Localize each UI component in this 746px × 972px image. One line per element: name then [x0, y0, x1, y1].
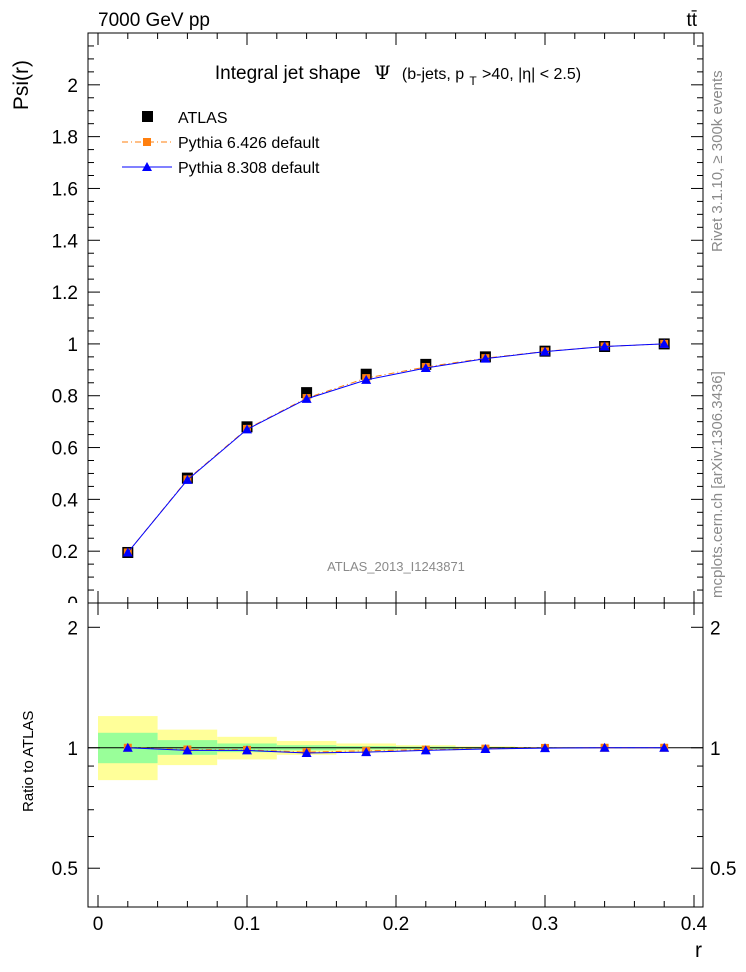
x-tick-label: 0 — [93, 914, 104, 935]
pythia8-point — [599, 341, 610, 351]
legend-atlas-marker — [142, 111, 153, 122]
y-tick-label: 2 — [67, 76, 78, 97]
pythia8-point — [182, 474, 193, 484]
ratio-pythia8-line — [127, 747, 665, 754]
y-tick-label: 0.6 — [52, 439, 78, 460]
y-tick-label: 1.2 — [52, 283, 78, 304]
y-tick-label: 0.8 — [52, 387, 78, 408]
ratio-pythia8-point — [361, 747, 372, 757]
legend: ATLAS Pythia 6.426 default Pythia 8.308 … — [122, 110, 320, 177]
pythia8-point — [480, 353, 491, 363]
legend-pythia8-label: Pythia 8.308 default — [178, 160, 320, 177]
y-tick-label: 1 — [67, 335, 78, 356]
pythia8-point — [420, 363, 431, 373]
pythia8-point — [659, 338, 670, 348]
atlas-point — [301, 387, 313, 399]
ratio-tick-label: 0.5 — [52, 859, 78, 880]
x-tick-label: 0.4 — [681, 914, 708, 935]
main-panel: 0.2 0.4 0.6 0.8 1 1.2 1.4 1.6 1.8 2 0 Psi(r) Integ… — [10, 32, 704, 615]
pythia8-point — [540, 346, 550, 356]
ratio-pythia8-point — [540, 743, 550, 753]
x-tick-label: 0.1 — [234, 914, 260, 935]
ratio-pythia8-point — [599, 742, 610, 752]
ratio-pythia8-point — [301, 748, 312, 758]
main-data-layer — [122, 338, 670, 558]
ratio-panel: 0.5 0.51 12 2 0 0.1 0.2 0.3 0.4 Ratio to ATLAS … — [20, 602, 737, 962]
title-sub: T — [469, 74, 477, 88]
legend-atlas-label: ATLAS — [178, 110, 228, 127]
ratio-pythia8-point — [420, 745, 431, 755]
x-tick-labels: 0 0.1 0.2 0.3 0.4 — [93, 914, 708, 935]
pythia8-point — [242, 424, 252, 434]
y-tick-label: 0.4 — [52, 490, 79, 511]
ratio-tick-label-right: 2 — [710, 618, 721, 639]
pythia8-point — [122, 547, 133, 557]
mcplots-label: mcplots.cern.ch [arXiv:1306.3436] — [709, 371, 726, 598]
title-psi-symbol: Ψ — [374, 62, 391, 84]
y-tick-label: 1.6 — [52, 179, 78, 200]
ratio-axis-ticks — [88, 603, 703, 908]
process-label: tt̄ — [686, 10, 697, 31]
y-tick-label: 1.8 — [52, 128, 78, 149]
ratio-pythia8-point — [480, 743, 491, 753]
title-rest: >40, |η| < 2.5) — [482, 66, 581, 83]
x-tick-label: 0.2 — [383, 914, 409, 935]
energy-label: 7000 GeV pp — [98, 10, 210, 31]
main-y-tick-labels: 0.2 0.4 0.6 0.8 1 1.2 1.4 1.6 1.8 2 0 — [52, 76, 79, 615]
ratio-tick-label: 2 — [67, 618, 78, 639]
y-tick-label-zero: 0 — [67, 594, 78, 615]
rivet-label: Rivet 3.1.10, ≥ 300k events — [709, 70, 726, 252]
ratio-pythia8-point — [659, 742, 670, 752]
y-axis-label: Psi(r) — [10, 60, 33, 110]
x-tick-label: 0.3 — [532, 914, 558, 935]
ratio-data-layer — [122, 742, 670, 758]
y-tick-label: 0.2 — [52, 542, 78, 563]
ratio-tick-label-right: 0.5 — [710, 859, 736, 880]
ratio-tick-label: 1 — [67, 739, 78, 760]
pythia8-line — [127, 343, 665, 553]
title-main: Integral jet shape — [215, 63, 361, 84]
ratio-y-axis-label: Ratio to ATLAS — [20, 711, 37, 812]
legend-pythia8-marker — [142, 162, 152, 171]
pythia8-point — [301, 393, 312, 403]
x-axis-label: r — [695, 939, 702, 962]
main-axis-ticks — [88, 32, 703, 604]
legend-pythia6-label: Pythia 6.426 default — [178, 135, 320, 152]
ratio-pythia8-point — [242, 745, 252, 755]
analysis-watermark: ATLAS_2013_I1243871 — [327, 559, 465, 574]
ratio-tick-labels: 0.5 0.5 1 1 2 2 — [52, 618, 737, 880]
chart-title: Integral jet shape Ψ (b-jets, p T >40, |… — [215, 62, 581, 90]
y-tick-label: 1.4 — [52, 231, 79, 252]
pythia8-point — [361, 374, 372, 384]
ratio-pythia8-point — [182, 745, 193, 755]
legend-pythia6-marker — [143, 138, 151, 146]
title-open: (b-jets, p — [402, 66, 464, 83]
ratio-pythia8-point — [122, 742, 133, 752]
ratio-tick-label-right: 1 — [710, 739, 721, 760]
